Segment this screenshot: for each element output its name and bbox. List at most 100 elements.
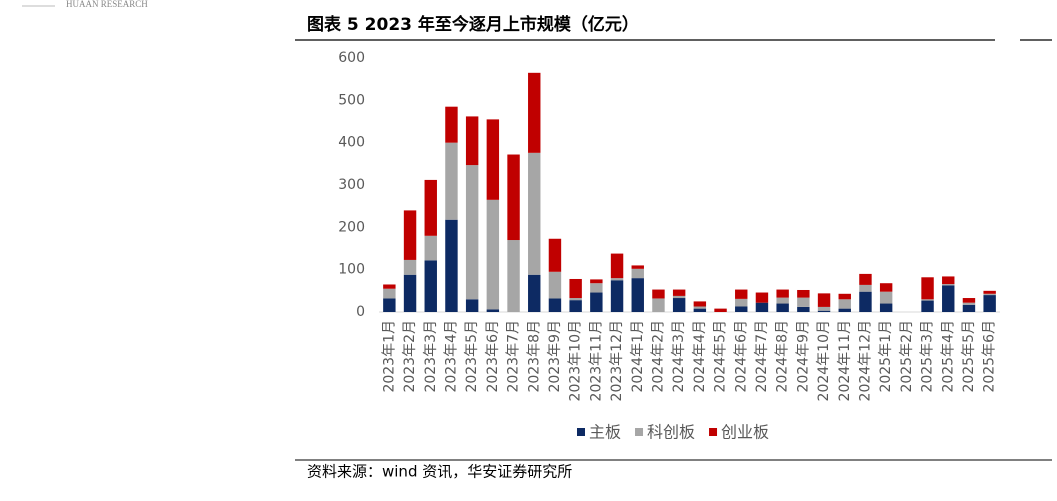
- x-tick-label: 2023年4月: [443, 320, 459, 393]
- x-tick-label: 2023年3月: [423, 320, 439, 393]
- bar-segment: [879, 283, 893, 292]
- x-tick-label: 2025年5月: [961, 320, 977, 393]
- bar-segment: [507, 240, 520, 312]
- bar-segment: [983, 293, 996, 296]
- x-tick-label: 2024年11月: [837, 320, 853, 401]
- x-tick-label: 2024年5月: [713, 320, 729, 393]
- bar-segment: [424, 260, 437, 312]
- bar-segment: [859, 291, 872, 312]
- bar-segment: [797, 297, 810, 307]
- source: 资料来源：wind 资讯，华安证券研究所: [307, 463, 572, 481]
- bar-segment: [507, 154, 520, 241]
- bar-segment: [528, 72, 541, 153]
- bar-segment: [838, 299, 851, 309]
- bar-segment: [610, 280, 624, 312]
- bar-segment: [735, 298, 748, 307]
- bar-segment: [859, 273, 872, 285]
- x-tick-label: 2024年8月: [775, 320, 791, 393]
- bar-segment: [610, 278, 624, 281]
- bar-segment: [921, 300, 934, 312]
- bar-segment: [548, 271, 562, 299]
- bar-segment: [838, 293, 851, 300]
- bar-segment: [942, 285, 955, 312]
- legend-label: 创业板: [721, 423, 769, 442]
- x-tick-label: 2024年6月: [733, 320, 749, 393]
- bar-segment: [714, 308, 727, 312]
- x-tick-label: 2025年6月: [982, 320, 998, 393]
- legend: 主板 科创板 创业板: [577, 423, 769, 442]
- bar-segment: [403, 274, 417, 312]
- bar-segment: [672, 289, 686, 296]
- bar-segment: [569, 278, 582, 299]
- bar-segment: [424, 179, 437, 236]
- bar-segment: [962, 304, 976, 312]
- x-tick-label: 2023年11月: [588, 320, 604, 401]
- bar-segment: [962, 302, 976, 305]
- bar-segment: [983, 295, 996, 312]
- bar-segment: [631, 268, 644, 279]
- brand: HUAAN RESEARCH: [66, 0, 148, 9]
- bar-segment: [569, 300, 582, 312]
- x-tick-label: 2024年10月: [816, 320, 832, 401]
- x-tick-label: 2024年7月: [754, 320, 770, 393]
- bar-segment: [486, 309, 500, 312]
- bar-segment: [424, 235, 437, 261]
- bar-segment: [569, 298, 582, 301]
- bar-segment: [465, 165, 479, 300]
- legend-label: 科创板: [647, 423, 695, 442]
- bar-segment: [942, 284, 955, 286]
- bar-segment: [590, 283, 603, 293]
- x-tick-label: 2024年1月: [630, 320, 646, 393]
- y-tick-label: 100: [338, 262, 365, 278]
- y-tick-label: 600: [338, 50, 365, 66]
- x-tick-label: 2024年2月: [650, 320, 666, 393]
- x-tick-label: 2024年4月: [692, 320, 708, 393]
- bar-segment: [610, 253, 624, 279]
- x-tick-label: 2025年2月: [899, 320, 915, 393]
- bar-segment: [528, 274, 541, 312]
- bar-segment: [817, 306, 831, 311]
- bar-segment: [817, 310, 831, 312]
- bar-segment: [548, 238, 562, 272]
- bar-segment: [652, 298, 665, 312]
- x-tick-label: 2025年4月: [940, 320, 956, 393]
- bar-segment: [672, 295, 686, 299]
- bar-segment: [921, 299, 934, 301]
- bar-segment: [797, 289, 810, 298]
- bar-segment: [465, 116, 479, 166]
- x-tick-label: 2023年9月: [547, 320, 563, 393]
- bar-segment: [672, 298, 686, 312]
- bar-segment: [942, 276, 955, 285]
- x-tick-label: 2024年3月: [671, 320, 687, 393]
- bar-segment: [797, 306, 810, 312]
- x-tick-label: 2023年6月: [485, 320, 501, 393]
- y-tick-label: 0: [356, 304, 365, 320]
- bar-segment: [735, 289, 748, 299]
- bar-segment: [383, 284, 396, 289]
- bar-segment: [383, 298, 396, 312]
- x-tick-label: 2023年10月: [568, 320, 584, 401]
- legend-swatch: [577, 428, 585, 436]
- bar-segment: [445, 219, 458, 312]
- bar-segment: [859, 284, 872, 292]
- bar-segment: [755, 292, 769, 303]
- bar-segment: [776, 289, 789, 298]
- x-tick-label: 2023年12月: [609, 320, 625, 401]
- legend-swatch: [635, 428, 644, 436]
- x-tick-label: 2023年7月: [506, 320, 522, 393]
- bar-segment: [590, 279, 603, 284]
- y-tick-label: 300: [338, 177, 365, 193]
- bar-segment: [486, 119, 500, 200]
- bar-segment: [735, 306, 748, 312]
- bar-segment: [403, 210, 417, 260]
- x-tick-label: 2023年5月: [464, 320, 480, 393]
- legend-label: 主板: [589, 423, 621, 442]
- y-tick-label: 400: [338, 135, 365, 151]
- bar-segment: [383, 288, 396, 299]
- x-tick-label: 2025年3月: [920, 320, 936, 393]
- chart-title: 图表 5 2023 年至今逐月上市规模（亿元）: [307, 14, 639, 35]
- bar-segment: [465, 299, 479, 312]
- legend-swatch: [709, 428, 718, 436]
- bar-segment: [693, 306, 707, 309]
- bar-segment: [983, 290, 996, 294]
